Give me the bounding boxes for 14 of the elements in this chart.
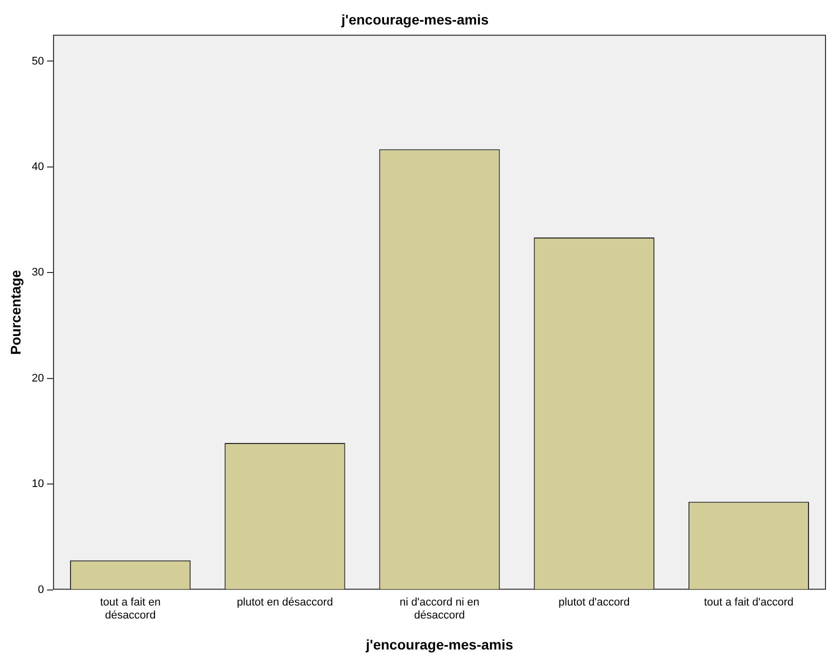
- y-tick-label: 10: [32, 478, 44, 490]
- y-tick-label: 50: [32, 55, 44, 68]
- x-tick-label: tout a fait en désaccord: [100, 596, 161, 622]
- y-tick-label: 30: [32, 266, 44, 279]
- x-tick-label: plutot d'accord: [558, 596, 630, 608]
- y-tick-label: 20: [32, 372, 44, 384]
- y-tick-label: 0: [38, 584, 44, 596]
- x-tick-label: plutot en désaccord: [236, 596, 333, 608]
- y-tick-label: 40: [32, 160, 44, 173]
- x-tick-label: tout a fait d'accord: [704, 596, 794, 608]
- y-axis-title: Pourcentage: [7, 270, 24, 355]
- x-tick-label: ni d'accord ni en désaccord: [400, 596, 480, 622]
- x-axis-title: j'encourage-mes-amis: [364, 636, 514, 652]
- chart-title: j'encourage-mes-amis: [340, 11, 489, 28]
